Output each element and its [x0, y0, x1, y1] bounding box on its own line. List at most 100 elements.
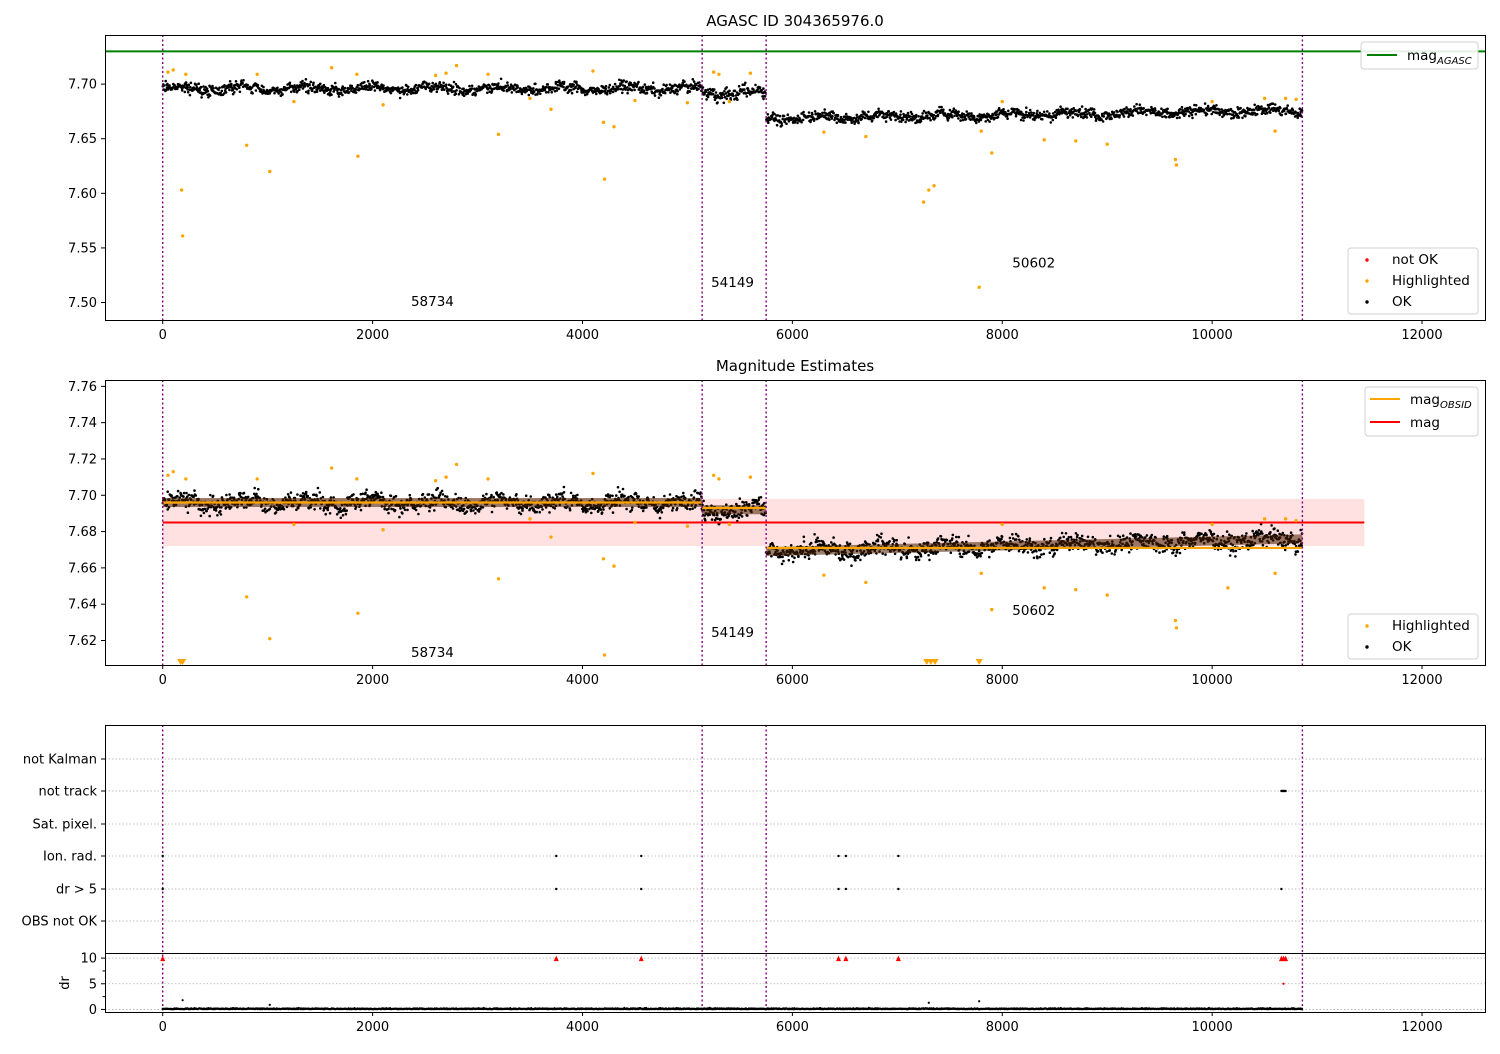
highlighted-point — [749, 72, 752, 75]
ytick-label: 7.66 — [68, 561, 97, 576]
highlighted-point — [728, 100, 731, 103]
flag-point — [1280, 888, 1282, 890]
flag-point — [845, 855, 847, 857]
highlighted-point — [927, 188, 930, 191]
xtick-label: 4000 — [566, 673, 599, 688]
highlighted-point — [1174, 619, 1177, 622]
highlighted-point — [166, 70, 169, 73]
flag-point — [1284, 790, 1286, 792]
category-label: Sat. pixel. — [33, 818, 97, 833]
highlighted-point — [330, 466, 333, 469]
highlighted-point — [292, 100, 295, 103]
legend2-ok: OK — [1392, 639, 1413, 655]
highlighted-point — [1284, 97, 1287, 100]
flag-point — [837, 888, 839, 890]
xtick-label: 12000 — [1401, 1020, 1442, 1035]
highlighted-point — [497, 577, 500, 580]
highlighted-point — [444, 475, 447, 478]
highlighted-point — [355, 73, 358, 76]
flag-point — [555, 888, 557, 890]
xtick-label: 4000 — [566, 1020, 599, 1035]
category-label: Ion. rad. — [43, 850, 97, 865]
xtick-label: 0 — [159, 1020, 167, 1035]
ytick-label: 7.65 — [68, 132, 97, 147]
highlighted-point — [549, 108, 552, 111]
highlighted-point — [1175, 626, 1178, 629]
xtick-label: 12000 — [1401, 328, 1442, 343]
ytick-label: 7.50 — [68, 296, 97, 311]
highlighted-point — [434, 74, 437, 77]
panel2-legend-lines: magOBSID mag — [1365, 387, 1478, 436]
highlighted-point — [922, 200, 925, 203]
highlighted-point — [603, 177, 606, 180]
ytick-label: 7.72 — [68, 452, 97, 467]
highlighted-point — [181, 234, 184, 237]
xtick-label: 8000 — [986, 1020, 1019, 1035]
flag-point — [640, 888, 642, 890]
highlighted-point — [822, 130, 825, 133]
highlighted-point — [822, 573, 825, 576]
highlighted-point — [180, 188, 183, 191]
xtick-label: 2000 — [356, 1020, 389, 1035]
xtick-label: 6000 — [776, 328, 809, 343]
dr-point — [269, 1004, 271, 1006]
xtick-label: 12000 — [1401, 673, 1442, 688]
highlighted-point — [356, 155, 359, 158]
ytick-label: 7.62 — [68, 634, 97, 649]
highlighted-point — [292, 523, 295, 526]
highlighted-point — [1284, 517, 1287, 520]
ytick-label: 7.64 — [68, 598, 97, 613]
flag-point — [640, 855, 642, 857]
ytick-label: 7.60 — [68, 187, 97, 202]
highlighted-point — [1263, 517, 1266, 520]
xtick-label: 10000 — [1191, 673, 1232, 688]
dr-point — [1282, 983, 1284, 985]
highlighted-point — [1273, 572, 1276, 575]
highlighted-point — [728, 523, 731, 526]
dr-axis-label: dr — [58, 976, 73, 990]
highlighted-point — [255, 477, 258, 480]
highlighted-point — [245, 144, 248, 147]
legend-ok: OK — [1392, 294, 1413, 310]
highlighted-point — [1175, 163, 1178, 166]
highlighted-point — [497, 133, 500, 136]
obsid-annotation: 50602 — [1012, 256, 1055, 272]
highlighted-point — [712, 70, 715, 73]
highlighted-point — [1174, 158, 1177, 161]
highlighted-point — [980, 572, 983, 575]
flag-point — [162, 855, 164, 857]
highlighted-point — [1263, 97, 1266, 100]
highlighted-point — [268, 637, 271, 640]
highlighted-point — [455, 463, 458, 466]
flag-point — [845, 888, 847, 890]
highlighted-point — [1273, 129, 1276, 132]
legend-mag-obsid-sub: OBSID — [1440, 400, 1472, 411]
ytick-label: 7.55 — [68, 241, 97, 256]
ytick-label: 5 — [89, 977, 97, 992]
dr-point — [978, 1000, 980, 1002]
obsid-annotation: 58734 — [411, 294, 454, 310]
dr-point — [928, 1002, 930, 1004]
ytick-label: 7.68 — [68, 525, 97, 540]
highlighted-point — [355, 477, 358, 480]
xtick-label: 0 — [159, 328, 167, 343]
xtick-label: 10000 — [1191, 1020, 1232, 1035]
flag-point — [555, 855, 557, 857]
panel2-title: Magnitude Estimates — [716, 357, 874, 375]
highlighted-point — [172, 68, 175, 71]
highlighted-point — [486, 477, 489, 480]
legend-mag: mag — [1410, 415, 1440, 431]
highlighted-point — [255, 73, 258, 76]
highlighted-point — [1001, 523, 1004, 526]
highlighted-point — [602, 557, 605, 560]
highlighted-point — [990, 608, 993, 611]
highlighted-point — [1043, 138, 1046, 141]
highlighted-point — [356, 612, 359, 615]
obsid-annotation: 54149 — [711, 625, 754, 641]
highlighted-point — [444, 72, 447, 75]
highlighted-point — [977, 286, 980, 289]
xtick-label: 4000 — [566, 328, 599, 343]
flag-point — [897, 855, 899, 857]
highlighted-point — [1294, 519, 1297, 522]
highlighted-point — [166, 474, 169, 477]
